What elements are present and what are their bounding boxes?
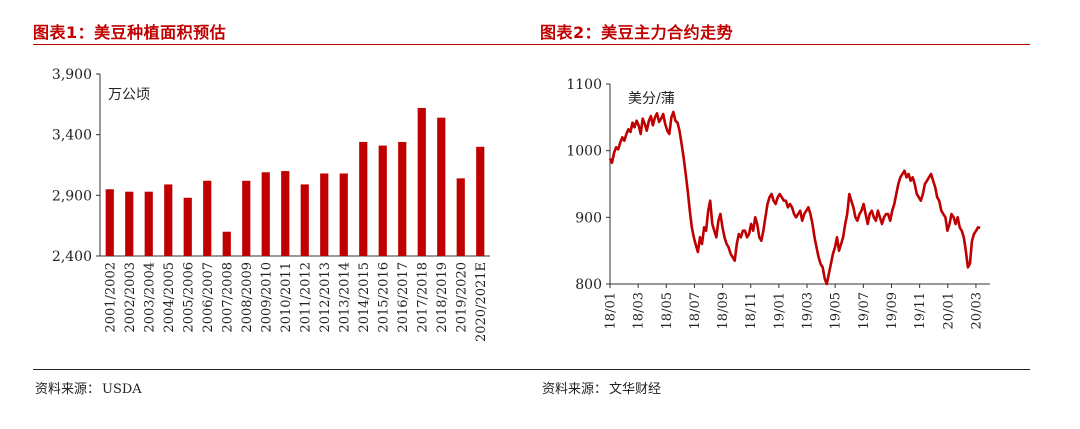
bar-chart-source-value: USDA xyxy=(102,382,142,397)
bar xyxy=(456,178,465,256)
y-tick-label: 2,400 xyxy=(52,249,92,265)
bar xyxy=(320,173,329,256)
x-tick-label: 20/03 xyxy=(969,292,984,329)
x-tick-label: 2006/2007 xyxy=(201,262,216,333)
bar xyxy=(125,191,134,256)
x-tick-label: 2020/2021E xyxy=(474,262,489,342)
x-tick-label: 2002/2003 xyxy=(123,262,138,333)
y-tick-label: 1100 xyxy=(566,77,602,93)
x-tick-label: 2009/2010 xyxy=(259,262,274,333)
bar xyxy=(242,180,251,256)
x-tick-label: 19/05 xyxy=(829,292,844,329)
y-tick-label: 800 xyxy=(575,277,602,293)
bar xyxy=(359,141,368,256)
x-tick-label: 2007/2008 xyxy=(220,262,235,333)
bar xyxy=(437,117,446,257)
line-chart-source-value: 文华财经 xyxy=(609,382,662,397)
bar xyxy=(398,141,407,256)
x-tick-label: 18/03 xyxy=(632,292,647,329)
price-series-line xyxy=(608,110,981,286)
bar xyxy=(300,184,309,256)
bar-chart-title-rule xyxy=(33,44,543,45)
x-tick-label: 2010/2011 xyxy=(279,262,294,333)
y-tick-label: 3,400 xyxy=(52,128,92,144)
x-tick-label: 2013/2014 xyxy=(337,262,352,333)
x-tick-label: 19/11 xyxy=(913,292,928,329)
bar xyxy=(203,180,212,256)
x-tick-label: 2012/2013 xyxy=(318,262,333,333)
bar-chart-source-label: 资料来源： xyxy=(35,382,101,397)
x-tick-label: 2003/2004 xyxy=(142,262,157,333)
x-tick-label: 19/09 xyxy=(885,292,900,329)
y-tick-label: 1000 xyxy=(566,144,602,160)
bar xyxy=(261,172,270,256)
bar xyxy=(105,189,114,256)
line-chart-source: 资料来源： 文华财经 xyxy=(542,378,661,397)
x-tick-label: 20/01 xyxy=(941,292,956,329)
line-chart-source-label: 资料来源： xyxy=(542,382,608,397)
x-tick-label: 19/03 xyxy=(801,292,816,329)
bar xyxy=(164,184,173,256)
x-tick-label: 2011/2012 xyxy=(298,262,313,333)
bar xyxy=(339,173,348,256)
bar xyxy=(222,231,231,256)
x-tick-label: 2016/2017 xyxy=(396,262,411,333)
x-tick-label: 19/07 xyxy=(857,292,872,329)
unit-label: 万公顷 xyxy=(108,87,150,103)
bar xyxy=(417,107,426,256)
bar-chart-bottom-rule xyxy=(33,369,543,370)
bar xyxy=(144,191,153,256)
x-tick-label: 18/01 xyxy=(604,292,619,329)
bar xyxy=(281,171,290,256)
x-tick-label: 19/01 xyxy=(772,292,787,329)
x-tick-label: 2005/2006 xyxy=(181,262,196,333)
bar-chart-title: 图表1：美豆种植面积预估 xyxy=(33,23,227,42)
bar xyxy=(378,145,387,256)
bar-chart-source: 资料来源： USDA xyxy=(35,378,142,397)
x-tick-label: 2001/2002 xyxy=(103,262,118,333)
x-tick-label: 2019/2020 xyxy=(454,262,469,333)
y-tick-label: 3,900 xyxy=(52,67,92,83)
bar xyxy=(476,146,485,256)
x-tick-label: 2015/2016 xyxy=(376,262,391,333)
line-chart-title-rule xyxy=(540,44,1030,45)
x-tick-label: 18/09 xyxy=(716,292,731,329)
line-chart-bottom-rule xyxy=(540,369,1030,370)
line-chart: 800 900 1000 1100 美分/蒲 18/01 18/03 18/05 18/07 18… xyxy=(566,77,990,329)
x-tick-label: 18/11 xyxy=(744,292,759,329)
x-tick-label: 2008/2009 xyxy=(240,262,255,333)
x-tick-label: 2014/2015 xyxy=(357,262,372,333)
x-tick-label: 18/07 xyxy=(688,292,703,329)
y-tick-label: 2,900 xyxy=(52,188,92,204)
bar xyxy=(183,197,192,256)
x-tick-label: 2004/2005 xyxy=(162,262,177,333)
unit-label: 美分/蒲 xyxy=(628,91,675,107)
y-tick-label: 900 xyxy=(575,210,602,226)
bar-chart: 2,400 2,900 3,400 3,900 万公顷 2001/2002 2002/200… xyxy=(52,67,490,342)
x-tick-label: 2018/2019 xyxy=(435,262,450,333)
x-tick-label: 2017/2018 xyxy=(415,262,430,333)
line-chart-title: 图表2：美豆主力合约走势 xyxy=(540,23,734,42)
x-tick-label: 18/05 xyxy=(660,292,675,329)
